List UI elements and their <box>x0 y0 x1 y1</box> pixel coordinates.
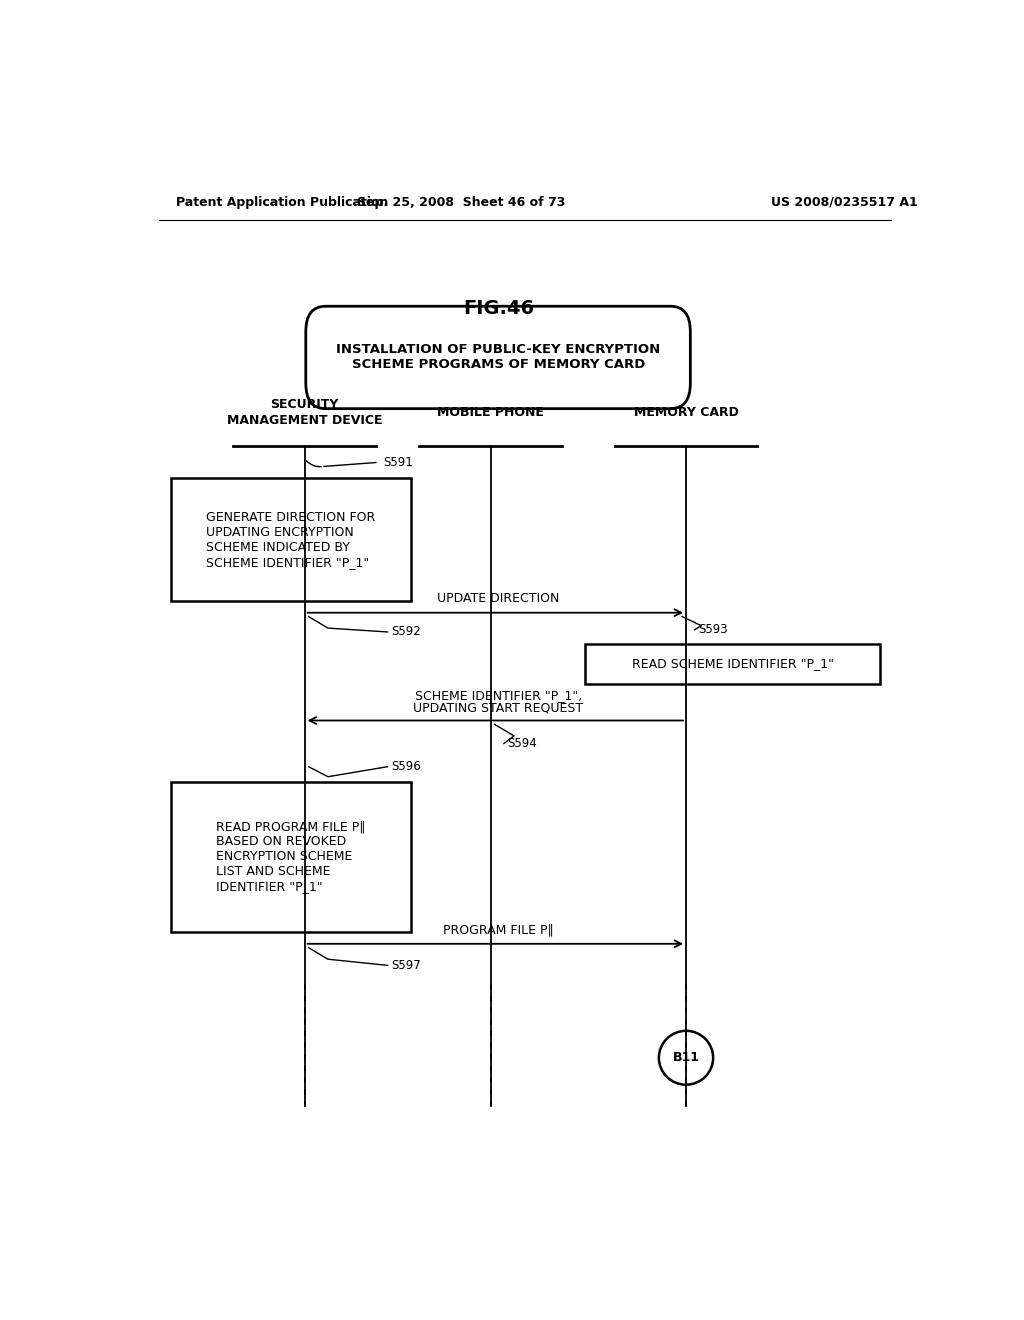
Text: S596: S596 <box>391 760 421 774</box>
FancyBboxPatch shape <box>586 644 880 684</box>
Text: S597: S597 <box>391 958 421 972</box>
Text: MEMORY CARD: MEMORY CARD <box>634 407 738 418</box>
Text: SECURITY
MANAGEMENT DEVICE: SECURITY MANAGEMENT DEVICE <box>227 399 382 426</box>
FancyBboxPatch shape <box>306 306 690 409</box>
Ellipse shape <box>658 1031 713 1085</box>
Text: PROGRAM FILE P‖: PROGRAM FILE P‖ <box>443 923 554 936</box>
Text: UPDATING START REQUEST: UPDATING START REQUEST <box>414 701 584 714</box>
FancyBboxPatch shape <box>171 478 411 601</box>
Text: SCHEME IDENTIFIER "P_1",: SCHEME IDENTIFIER "P_1", <box>415 689 582 702</box>
Text: US 2008/0235517 A1: US 2008/0235517 A1 <box>771 195 918 209</box>
Text: Patent Application Publication: Patent Application Publication <box>176 195 388 209</box>
Text: Sep. 25, 2008  Sheet 46 of 73: Sep. 25, 2008 Sheet 46 of 73 <box>357 195 565 209</box>
Text: S591: S591 <box>384 455 414 469</box>
Text: S594: S594 <box>508 737 538 750</box>
FancyBboxPatch shape <box>171 781 411 932</box>
Text: S592: S592 <box>391 626 421 639</box>
Text: FIG.46: FIG.46 <box>463 300 534 318</box>
Text: READ SCHEME IDENTIFIER "P_1": READ SCHEME IDENTIFIER "P_1" <box>632 657 834 671</box>
Text: UPDATE DIRECTION: UPDATE DIRECTION <box>437 591 560 605</box>
Text: B11: B11 <box>673 1051 699 1064</box>
Text: INSTALLATION OF PUBLIC-KEY ENCRYPTION
SCHEME PROGRAMS OF MEMORY CARD: INSTALLATION OF PUBLIC-KEY ENCRYPTION SC… <box>336 343 660 371</box>
Text: MOBILE PHONE: MOBILE PHONE <box>437 407 544 418</box>
Text: READ PROGRAM FILE P‖
BASED ON REVOKED
ENCRYPTION SCHEME
LIST AND SCHEME
IDENTIFI: READ PROGRAM FILE P‖ BASED ON REVOKED EN… <box>216 820 366 894</box>
Text: GENERATE DIRECTION FOR
UPDATING ENCRYPTION
SCHEME INDICATED BY
SCHEME IDENTIFIER: GENERATE DIRECTION FOR UPDATING ENCRYPTI… <box>206 511 376 569</box>
Text: S593: S593 <box>698 623 728 636</box>
